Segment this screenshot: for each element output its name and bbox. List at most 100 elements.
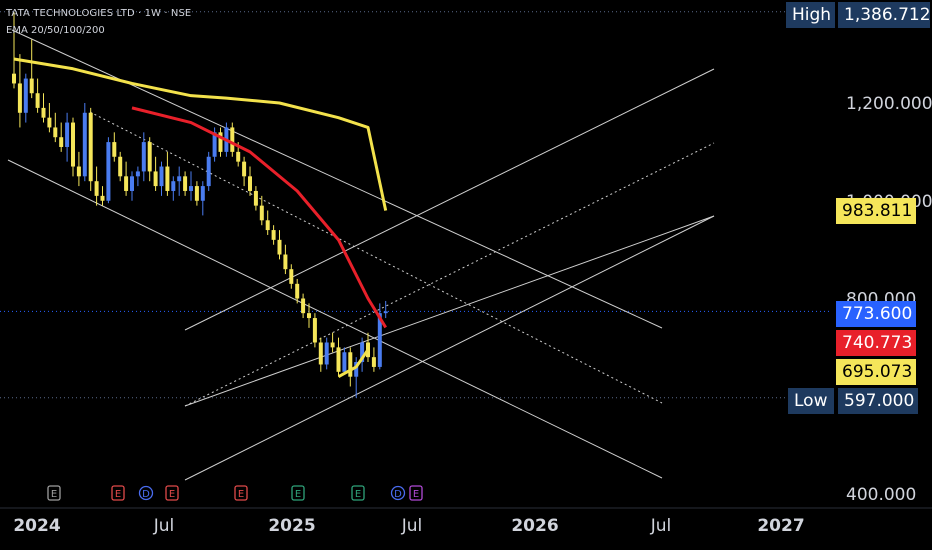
candle: [194, 181, 199, 206]
candle: [124, 161, 129, 196]
candle: [324, 337, 329, 370]
candle: [312, 313, 317, 348]
candle: [289, 264, 294, 289]
ema-red-tag: 740.773: [836, 330, 916, 356]
event-letter: D: [394, 489, 402, 500]
candle-body: [271, 230, 276, 240]
candle: [47, 103, 52, 133]
x-tick-label: 2026: [511, 516, 558, 536]
candle: [12, 12, 16, 89]
candle-body: [177, 176, 182, 182]
candle-body: [12, 73, 16, 84]
channel-line-1: [7, 159, 663, 479]
candle-body: [159, 166, 164, 187]
candle-body: [124, 176, 129, 191]
ema-lines: [13, 57, 388, 379]
candle-body: [23, 78, 28, 113]
candle-body: [253, 190, 258, 206]
channel-line-3: [184, 68, 715, 331]
candle-body: [242, 161, 247, 177]
candle: [35, 78, 40, 113]
candle-body: [318, 342, 323, 365]
x-tick-label: Jul: [401, 516, 423, 536]
candle-body: [147, 142, 152, 172]
candle: [159, 161, 164, 196]
event-earnings-icon: [111, 485, 125, 501]
candle-body: [236, 151, 241, 162]
event-letter: E: [51, 489, 57, 500]
ema-short-line: [337, 348, 370, 379]
candle: [76, 151, 81, 187]
candle: [330, 332, 335, 353]
candle-body: [35, 93, 40, 108]
candle: [106, 137, 111, 204]
event-letter: E: [295, 489, 301, 500]
chart-grid: [0, 11, 932, 509]
candle-body: [212, 132, 217, 157]
candle-body: [88, 112, 93, 182]
candle-body: [135, 171, 140, 177]
candle-body: [348, 352, 353, 377]
candle-body: [183, 176, 188, 191]
high-label-tag: High: [786, 2, 835, 28]
trend-channel-lines: [7, 29, 715, 481]
event-earnings-icon: [234, 485, 248, 501]
candle-body: [112, 142, 117, 157]
high-value-tag: 1,386.712: [838, 2, 931, 28]
candle: [265, 210, 270, 235]
event-marker: D: [390, 485, 406, 501]
candle: [360, 337, 365, 372]
low-label-tag: Low: [788, 388, 834, 414]
event-marker: E: [111, 485, 125, 501]
x-tick-label: Jul: [153, 516, 175, 536]
candle: [307, 303, 311, 328]
candle: [218, 127, 223, 157]
candle: [94, 166, 99, 206]
candle: [130, 171, 134, 201]
candle-body: [141, 142, 146, 172]
candles: [12, 12, 388, 398]
channel-line-6: [184, 142, 715, 407]
candle-body: [283, 254, 288, 270]
candle-body: [71, 122, 75, 167]
event-letter: D: [142, 489, 150, 500]
candle: [100, 186, 105, 206]
candle-body: [29, 78, 34, 94]
candle: [59, 122, 64, 152]
candle-body: [295, 283, 300, 299]
candle: [206, 151, 211, 191]
event-earnings-icon: [165, 485, 179, 501]
candle: [71, 117, 75, 177]
candle: [230, 122, 235, 157]
candle-body: [130, 176, 134, 191]
candle: [135, 166, 140, 187]
candle: [177, 166, 182, 196]
candle-body: [360, 342, 365, 363]
ema-yellow-tag: 983.811: [836, 198, 916, 224]
candle: [318, 337, 323, 372]
candle: [371, 347, 376, 372]
candle: [253, 186, 258, 211]
candle-body: [230, 127, 235, 152]
candle: [53, 112, 58, 143]
x-tick-label: 2027: [757, 516, 804, 536]
candle-body: [354, 362, 359, 377]
ema-50-line: [131, 106, 387, 329]
candle-body: [47, 117, 52, 128]
event-letter: E: [413, 489, 419, 500]
candle-body: [336, 347, 341, 372]
channel-line-2: [89, 111, 663, 404]
candle-body: [324, 342, 329, 365]
candle-body: [189, 186, 193, 191]
y-tick-label: 400.000: [846, 485, 916, 505]
candle-body: [277, 239, 282, 255]
candle: [65, 112, 70, 162]
candle: [377, 303, 382, 370]
candle: [88, 107, 93, 191]
event-earnings-icon: [351, 485, 365, 501]
event-marker: E: [47, 485, 61, 501]
x-tick-label: Jul: [650, 516, 672, 536]
candle-body: [118, 156, 123, 177]
